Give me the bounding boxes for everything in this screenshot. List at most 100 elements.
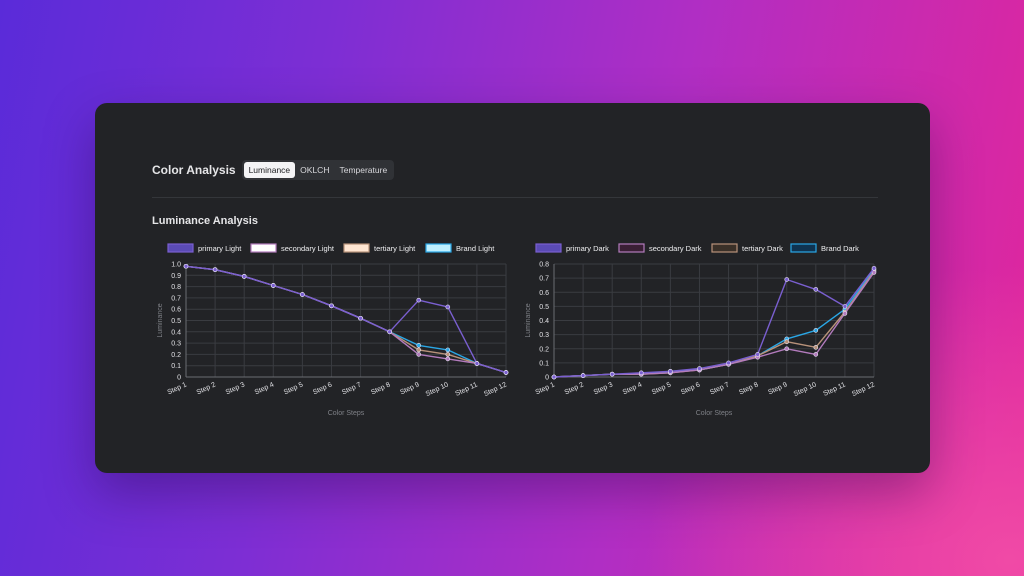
data-point[interactable] [784,339,790,344]
data-point[interactable] [329,303,334,309]
data-point[interactable] [212,267,218,272]
y-tick-label: 0.6 [171,307,181,314]
legend-item-2[interactable]: secondary Dark [618,243,702,253]
data-point[interactable] [445,352,451,357]
data-point[interactable] [300,292,305,297]
legend-label: secondary Light [281,244,335,253]
legend-label: tertiary Light [374,244,416,253]
x-axis-title: Color Steps [696,410,733,417]
data-point[interactable] [609,371,615,377]
legend-label: primary Light [198,244,242,253]
legend-swatch [618,243,645,253]
data-point[interactable] [784,346,790,352]
y-tick-label: 0.2 [171,352,181,359]
data-point[interactable] [445,356,451,362]
y-tick-label: 0.7 [539,276,549,283]
y-axis-title: Luminance [157,303,164,337]
y-tick-label: 0.6 [539,290,549,297]
y-tick-label: 0 [177,375,181,382]
x-tick-label: Step 9 [767,381,788,396]
x-tick-label: Step 5 [283,381,304,396]
dark-luminance-chart: primary Dark secondary Dark tertiary Dark B… [520,239,880,419]
data-point[interactable] [726,360,731,366]
legend-item-4[interactable]: Brand Dark [790,243,859,253]
data-point[interactable] [416,343,422,348]
y-tick-label: 0.4 [171,329,181,336]
data-point[interactable] [503,370,509,375]
data-point[interactable] [813,345,819,350]
x-tick-label: Step 10 [793,381,818,398]
y-tick-label: 1.0 [171,262,181,269]
data-point[interactable] [755,352,760,357]
series-line [185,265,507,374]
series-line [185,265,507,374]
x-tick-label: Step 3 [225,381,246,396]
data-point[interactable] [358,315,363,321]
legend-item-3[interactable]: tertiary Light [343,243,416,253]
data-point[interactable] [445,304,451,310]
series-line [185,265,507,374]
data-point[interactable] [387,329,392,335]
series-line [185,265,507,374]
legend-item-1[interactable]: primary Dark [535,243,609,253]
x-tick-label: Step 7 [341,381,362,396]
y-tick-label: 0.5 [171,318,181,325]
y-tick-label: 0.3 [539,332,549,339]
data-point[interactable] [813,328,819,333]
series-line [553,272,875,378]
legend-item-3[interactable]: tertiary Dark [711,243,783,253]
data-point[interactable] [270,283,276,288]
x-tick-label: Step 3 [593,381,614,396]
legend-label: primary Dark [566,244,609,253]
data-point[interactable] [784,277,790,282]
x-axis-title: Color Steps [328,410,365,417]
data-point[interactable] [474,361,480,366]
divider [152,197,878,198]
legend-item-2[interactable]: secondary Light [250,243,335,253]
y-tick-label: 0.3 [171,341,181,348]
x-tick-label: Step 4 [254,381,275,396]
x-tick-label: Step 2 [564,381,585,396]
data-point[interactable] [813,287,819,292]
data-point[interactable] [842,304,848,309]
y-tick-label: 0.2 [539,346,549,353]
data-point[interactable] [871,265,877,271]
data-point[interactable] [445,347,451,353]
legend-swatch [790,243,817,253]
legend-swatch [250,243,277,253]
data-point[interactable] [416,352,422,357]
data-point[interactable] [416,347,422,353]
y-tick-label: 0.5 [539,304,549,311]
data-point[interactable] [183,263,189,269]
legend-swatch [167,243,194,253]
data-point[interactable] [551,374,557,380]
tab-group: Luminance OKLCH Temperature [241,160,395,180]
tab-temperature[interactable]: Temperature [339,165,388,175]
legend-item-4[interactable]: Brand Light [425,243,495,253]
legend-label: Brand Dark [821,244,859,253]
data-point[interactable] [668,369,673,374]
data-point[interactable] [697,366,702,371]
header-bar: Color Analysis Luminance OKLCH Temperatu… [152,160,395,180]
light-luminance-chart: primary Light secondary Light tertiary Lig… [152,239,512,419]
x-tick-label: Step 8 [370,381,391,396]
legend-swatch [711,243,738,253]
data-point[interactable] [416,297,422,303]
legend-swatch [535,243,562,253]
y-tick-label: 0.9 [171,273,181,280]
tab-oklch[interactable]: OKLCH [300,165,330,175]
data-point[interactable] [580,373,586,378]
legend-swatch [343,243,370,253]
x-tick-label: Step 1 [167,381,188,396]
y-tick-label: 0.7 [171,295,181,302]
data-point[interactable] [241,274,247,279]
data-point[interactable] [813,352,819,357]
data-point[interactable] [842,311,848,316]
x-tick-label: Step 11 [822,381,846,397]
light-chart-svg: primary Light secondary Light tertiary Lig… [157,243,509,417]
tab-luminance[interactable]: Luminance [243,162,296,178]
analysis-card: Color Analysis Luminance OKLCH Temperatu… [95,103,930,473]
y-tick-label: 0.1 [171,363,181,370]
data-point[interactable] [638,370,644,376]
legend-item-1[interactable]: primary Light [167,243,242,253]
